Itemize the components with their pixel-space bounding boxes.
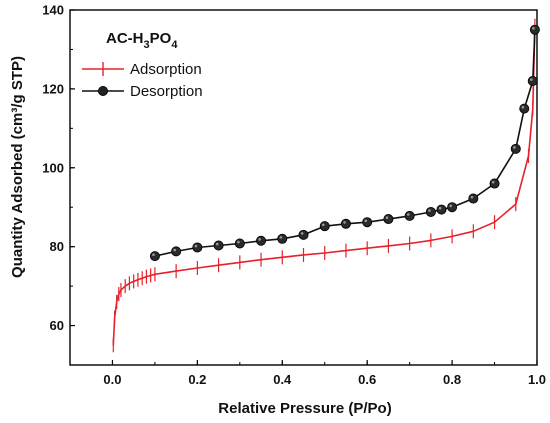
x-tick-label: 0.0 — [103, 372, 121, 387]
data-point-highlight-desorption — [194, 244, 198, 248]
data-point-highlight-desorption — [428, 209, 431, 212]
data-point-desorption — [149, 251, 160, 262]
data-point-highlight-desorption — [258, 238, 261, 241]
data-point-highlight-desorption — [449, 204, 452, 208]
y-tick-label: 60 — [50, 318, 64, 333]
y-axis-title: Quantity Adsorbed (cm³/g STP) — [9, 56, 26, 278]
x-tick-label: 0.6 — [358, 372, 376, 387]
data-point-desorption — [362, 217, 373, 228]
data-point-desorption — [171, 246, 182, 257]
data-point-desorption — [468, 193, 479, 204]
data-point-desorption — [213, 240, 224, 251]
legend-item-adsorption: Adsorption — [82, 61, 202, 78]
data-point-highlight-desorption — [300, 232, 304, 235]
data-point-desorption — [298, 229, 309, 240]
data-point-highlight-desorption — [513, 146, 516, 149]
panel-label: AC-H3PO4 — [106, 30, 178, 51]
data-point-highlight-desorption — [152, 253, 155, 257]
data-point-highlight-desorption — [491, 180, 495, 184]
data-point-highlight-desorption — [237, 240, 240, 244]
data-point-highlight-desorption — [532, 27, 535, 30]
data-point-desorption — [192, 242, 203, 253]
data-point-desorption — [489, 178, 500, 189]
x-tick-label: 0.4 — [273, 372, 292, 387]
y-tick-label: 140 — [42, 3, 64, 18]
x-tick-label: 0.8 — [443, 372, 461, 387]
data-point-desorption — [234, 238, 245, 249]
data-point-desorption — [277, 233, 288, 244]
data-point-desorption — [529, 24, 540, 35]
data-point-highlight-desorption — [470, 195, 474, 199]
data-point-desorption — [447, 202, 458, 213]
data-point-highlight-desorption — [173, 248, 177, 252]
data-point-desorption — [425, 206, 436, 217]
data-point-highlight-desorption — [385, 216, 389, 219]
x-axis-title: Relative Pressure (P/Po) — [218, 400, 391, 417]
y-tick-label: 80 — [50, 239, 64, 254]
x-tick-label: 1.0 — [528, 372, 546, 387]
plot-border — [69, 9, 538, 366]
data-point-highlight-desorption — [322, 223, 325, 227]
data-point-highlight-desorption — [343, 221, 346, 224]
axis-ticks: 0.0 0.2 0.4 0.6 0.8 1.0 60 80 100 120 140 — [42, 3, 546, 388]
data-point-desorption — [527, 76, 538, 87]
data-point-desorption — [340, 218, 351, 229]
legend-item-desorption: Desorption — [82, 83, 203, 100]
legend-label-adsorption: Adsorption — [130, 61, 202, 78]
series-line-desorption — [154, 29, 536, 257]
plot-area — [69, 9, 538, 366]
y-tick-label: 100 — [42, 160, 64, 175]
data-point-highlight-desorption — [438, 206, 442, 210]
data-point-desorption — [404, 210, 415, 221]
data-point-highlight-desorption — [215, 242, 219, 246]
data-point-highlight-desorption — [530, 78, 533, 81]
data-point-desorption — [436, 204, 447, 215]
data-point-highlight-desorption — [406, 213, 410, 216]
legend-label-desorption: Desorption — [130, 83, 203, 100]
data-point-highlight-desorption — [279, 236, 283, 239]
x-tick-label: 0.2 — [188, 372, 206, 387]
data-point-desorption — [510, 143, 521, 154]
data-point-highlight-desorption — [364, 219, 368, 223]
data-point-desorption — [319, 221, 330, 232]
series-layer — [112, 18, 540, 353]
data-point-desorption — [383, 214, 394, 225]
legend-marker-desorption — [98, 86, 109, 97]
legend: Adsorption Desorption — [82, 61, 203, 100]
data-point-highlight-desorption — [521, 105, 525, 109]
data-point-desorption — [256, 235, 267, 246]
data-point-desorption — [519, 103, 530, 114]
y-tick-label: 120 — [42, 81, 64, 96]
